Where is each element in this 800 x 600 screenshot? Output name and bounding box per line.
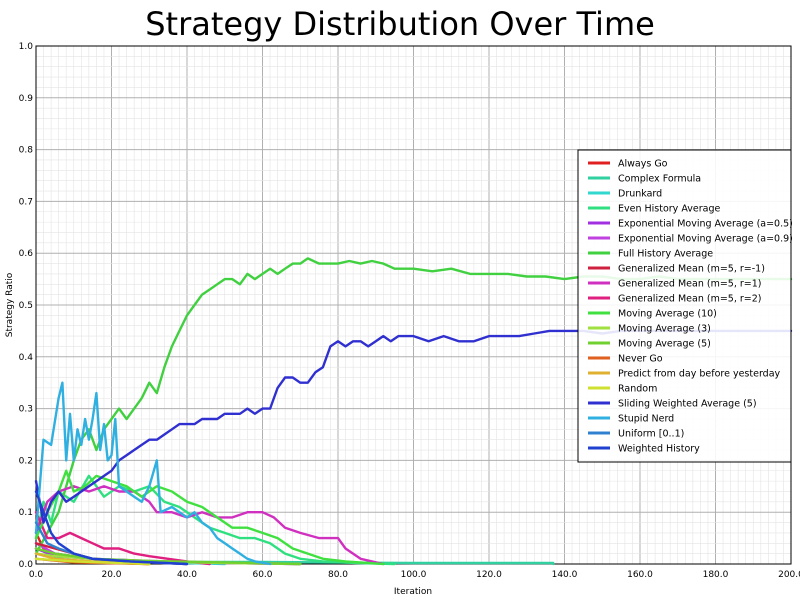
y-tick-label: 0.5 [19, 301, 33, 311]
x-tick-label: 120.0 [476, 570, 502, 580]
legend-entry: Weighted History [618, 444, 700, 455]
y-tick-label: 1.0 [19, 42, 34, 52]
legend-entry: Drunkard [618, 189, 662, 200]
y-tick-label: 0.1 [19, 508, 33, 518]
legend-entry: Complex Formula [618, 174, 701, 185]
legend: Always Go Complex Formula Drunkard Even His… [577, 149, 793, 463]
series-line [34, 557, 151, 566]
legend-entry: Moving Average (3) [618, 324, 711, 335]
y-tick-label: 0.4 [19, 353, 34, 363]
legend-entry: Generalized Mean (m=5, r=2) [618, 294, 761, 305]
legend-entry: Moving Average (10) [618, 309, 717, 320]
y-tick-label: 0.9 [19, 94, 34, 104]
series-line [34, 485, 385, 566]
legend-box [577, 149, 792, 463]
chart-title: Strategy Distribution Over Time [145, 5, 655, 43]
x-tick-label: 40.0 [177, 570, 197, 580]
y-tick-label: 0.7 [19, 197, 33, 207]
legend-entry: Random [618, 384, 657, 395]
y-tick-label: 0.6 [19, 249, 34, 259]
x-tick-label: 80.0 [328, 570, 348, 580]
series-line [34, 381, 272, 566]
x-tick-label: 140.0 [552, 570, 578, 580]
x-tick-label: 0.0 [29, 570, 44, 580]
legend-entry: Exponential Moving Average (a=0.5) [618, 219, 793, 230]
series-line [34, 490, 189, 566]
legend-entry: Never Go [618, 354, 663, 365]
series-line [34, 474, 396, 566]
y-tick-label: 0.8 [19, 146, 34, 156]
legend-entry: Uniform [0..1) [618, 429, 684, 440]
legend-entry: Sliding Weighted Average (5) [618, 399, 757, 410]
legend-entry: Always Go [618, 159, 668, 170]
series-line [34, 469, 385, 566]
legend-entry: Predict from day before yesterday [618, 369, 781, 380]
legend-entry: Stupid Nerd [618, 414, 674, 425]
series-line [34, 329, 793, 524]
legend-entry: Generalized Mean (m=5, r=-1) [618, 264, 765, 275]
series-line [34, 511, 211, 566]
legend-entry: Generalized Mean (m=5, r=1) [618, 279, 761, 290]
legend-entry: Full History Average [618, 249, 713, 260]
x-tick-label: 60.0 [252, 570, 272, 580]
x-tick-label: 180.0 [703, 570, 729, 580]
x-tick-label: 200.0 [778, 570, 800, 580]
y-tick-labels: 0.0 0.1 0.2 0.3 0.4 0.5 0.6 0.7 0.8 0.9 1.0 [19, 42, 34, 570]
legend-entry: Exponential Moving Average (a=0.9) [618, 234, 793, 245]
y-tick-label: 0.0 [19, 560, 34, 570]
x-tick-label: 100.0 [401, 570, 427, 580]
x-axis-label: Iteration [394, 587, 432, 597]
x-tick-label: 160.0 [627, 570, 653, 580]
y-tick-label: 0.3 [19, 405, 33, 415]
x-tick-label: 20.0 [101, 570, 121, 580]
series-layer [34, 257, 793, 566]
legend-entry: Moving Average (5) [618, 339, 711, 350]
x-tick-labels: 0.0 20.0 40.0 60.0 80.0 100.0 120.0 140.0 160.0 1… [29, 570, 800, 580]
legend-entry: Even History Average [618, 204, 720, 215]
y-tick-label: 0.2 [19, 456, 33, 466]
y-axis-label: Strategy Ratio [5, 272, 15, 337]
